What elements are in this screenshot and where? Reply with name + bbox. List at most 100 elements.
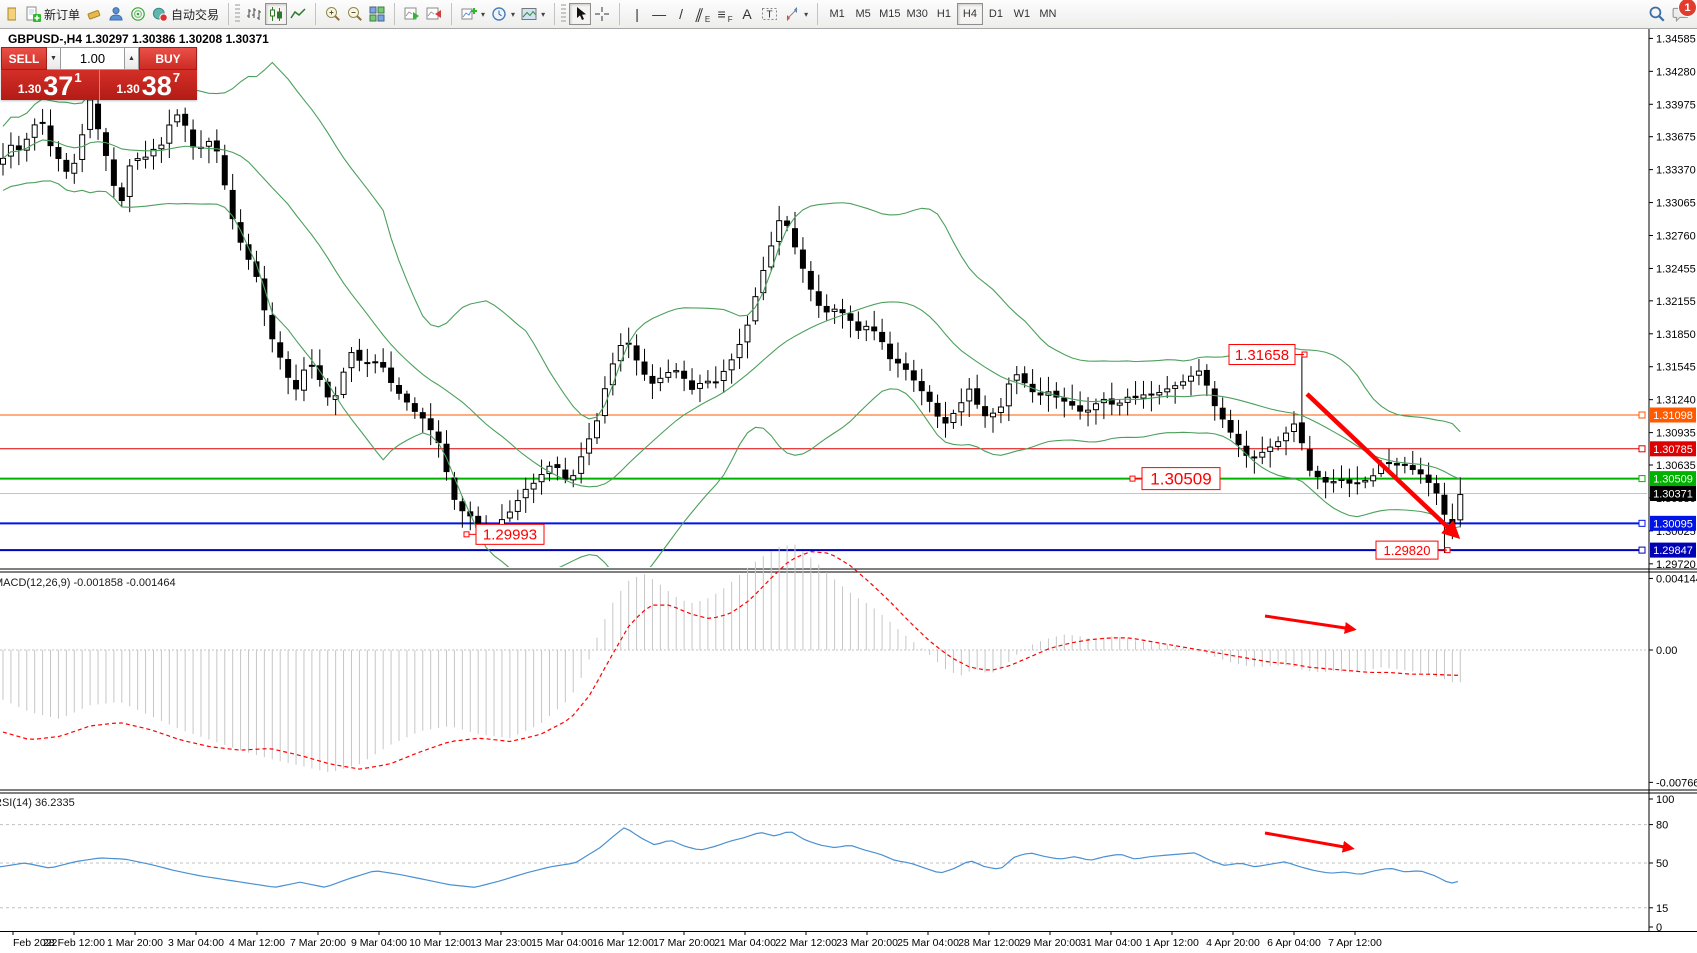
trend-arrow[interactable]	[1305, 392, 1461, 539]
svg-text:1.31658: 1.31658	[1235, 347, 1289, 364]
horizontal-line-tool-button[interactable]: —	[648, 3, 670, 25]
toolbar-separator	[817, 3, 819, 25]
price-callout-1.29993[interactable]: 1.29993	[463, 523, 545, 545]
main-toolbar: 新订单 自动交易	[0, 0, 1697, 29]
timeframe-w1-button[interactable]: W1	[1009, 3, 1035, 25]
candle-body	[641, 361, 648, 375]
timeframe-m30-button[interactable]: M30	[904, 3, 931, 25]
channel-tool-button[interactable]: ∥ E	[692, 3, 714, 25]
fibonacci-tool-button[interactable]: ≡ F	[714, 3, 736, 25]
volume-input[interactable]	[61, 47, 125, 70]
zoom-out-button[interactable]	[344, 3, 366, 25]
candle-body	[847, 313, 854, 321]
timeframe-d1-button[interactable]: D1	[983, 3, 1009, 25]
strategy-tester-button[interactable]	[105, 3, 127, 25]
price-tick-label: 1.31240	[1656, 395, 1696, 407]
timeframe-h4-button[interactable]: H4	[956, 3, 983, 25]
time-axis-label: 16 Mar 12:00	[592, 937, 654, 949]
candle-body	[1433, 483, 1440, 494]
candle-body	[7, 144, 14, 157]
text-label-tool-button[interactable]: T	[758, 3, 781, 25]
axis-label-1.29847: 1.29847	[1638, 542, 1696, 558]
price-callout-1.30509[interactable]: 1.30509	[1129, 467, 1221, 491]
toolbar-separator	[619, 3, 621, 25]
templates-button[interactable]: ▾	[518, 3, 548, 25]
rsi-trend-arrow[interactable]	[1264, 831, 1355, 853]
trendline-tool-button[interactable]: /	[670, 3, 692, 25]
bar-chart-button[interactable]	[243, 3, 265, 25]
sell-button[interactable]: SELL	[1, 47, 47, 70]
new-order-button[interactable]: 新订单	[22, 3, 83, 25]
market-watch-button[interactable]	[127, 3, 149, 25]
time-axis-label: 1 Mar 20:00	[107, 937, 163, 949]
tile-windows-button[interactable]	[366, 3, 388, 25]
buy-price-pip: 7	[172, 70, 181, 85]
text-tool-button[interactable]: A	[736, 3, 758, 25]
candle-body	[1354, 482, 1361, 485]
arrows-tool-button[interactable]: ▾	[781, 3, 811, 25]
buy-button[interactable]: BUY	[139, 47, 197, 70]
crosshair-tool-button[interactable]	[591, 3, 613, 25]
candle-body	[1283, 432, 1290, 442]
candle-body	[926, 391, 933, 402]
volume-decrease-button[interactable]: ▼	[47, 47, 61, 70]
timeframe-m1-button[interactable]: M1	[824, 3, 850, 25]
macd-trend-arrow[interactable]	[1264, 614, 1357, 634]
line-chart-button[interactable]	[287, 3, 309, 25]
time-axis-label: 7 Mar 20:00	[290, 937, 346, 949]
macd-histogram	[2, 544, 1461, 773]
search-button[interactable]	[1645, 3, 1669, 25]
vertical-line-tool-button[interactable]: |	[626, 3, 648, 25]
search-icon	[1649, 6, 1665, 22]
macd-rsi-divider[interactable]	[0, 789, 1697, 794]
svg-text:1.30509: 1.30509	[1653, 474, 1693, 486]
candle-body	[1069, 401, 1076, 406]
candle-body	[1251, 456, 1258, 459]
toolbar-grip[interactable]	[235, 4, 241, 24]
svg-text:1.30095: 1.30095	[1653, 518, 1693, 530]
cursor-tool-button[interactable]	[569, 3, 592, 25]
candle-body	[221, 155, 228, 186]
candle-body	[396, 385, 402, 394]
candle-body	[1290, 423, 1297, 432]
timeframe-mn-button[interactable]: MN	[1035, 3, 1061, 25]
svg-text:1.30371: 1.30371	[1653, 489, 1693, 501]
candle-body	[1132, 395, 1139, 399]
candle-body	[87, 99, 94, 130]
timeframe-h1-button[interactable]: H1	[931, 3, 957, 25]
candle-body	[665, 372, 672, 378]
zoom-in-button[interactable]	[322, 3, 344, 25]
sell-price-display[interactable]: 1.30 37 1	[1, 70, 100, 100]
main-macd-divider[interactable]	[0, 568, 1697, 573]
volume-increase-button[interactable]: ▲	[125, 47, 139, 70]
time-axis-label: 17 Mar 20:00	[653, 937, 715, 949]
clipped-toolbar-icon[interactable]	[0, 2, 22, 26]
timeframe-m15-button[interactable]: M15	[876, 3, 903, 25]
eraser-button[interactable]	[83, 3, 105, 25]
candle-body	[102, 132, 109, 156]
time-axis-label: 4 Mar 12:00	[229, 937, 285, 949]
toolbar-grip[interactable]	[561, 4, 567, 24]
candle-body	[728, 359, 735, 371]
tester-icon	[109, 7, 123, 21]
buy-price-display[interactable]: 1.30 38 7	[100, 70, 198, 100]
add-indicator-button[interactable]: ▾	[458, 3, 488, 25]
candle-body	[237, 222, 244, 243]
price-callout-1.31658[interactable]: 1.31658	[1228, 344, 1308, 366]
candle-body	[190, 129, 197, 148]
candle-body	[609, 363, 616, 386]
auto-trading-button[interactable]: 自动交易	[149, 3, 222, 25]
candle-body	[158, 144, 165, 150]
candle-body	[388, 367, 395, 383]
chart-shift-button[interactable]	[423, 3, 445, 25]
periods-button[interactable]: ▾	[488, 3, 518, 25]
notifications-button[interactable]: 1	[1669, 0, 1697, 26]
candlestick-chart-button[interactable]	[265, 3, 288, 25]
candle-body	[689, 380, 696, 390]
auto-scroll-button[interactable]	[401, 3, 423, 25]
price-callout-1.29820[interactable]: 1.29820	[1375, 540, 1451, 560]
timeframe-m5-button[interactable]: M5	[850, 3, 876, 25]
zoom-out-icon	[348, 7, 362, 21]
